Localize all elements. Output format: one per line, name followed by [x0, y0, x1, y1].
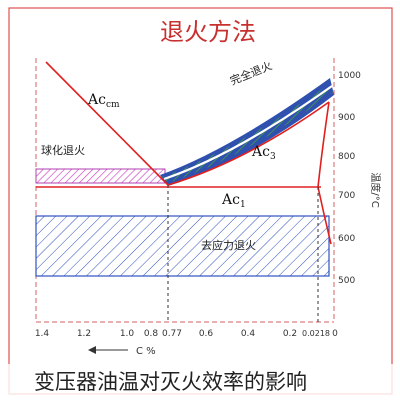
y-tick: 900 [338, 113, 355, 123]
y-axis-ticks: 1000 900 800 700 600 500 [338, 71, 361, 286]
stress-relief-label: 去应力退火 [201, 238, 256, 252]
x-tick: 1.0 [120, 329, 135, 339]
x-axis-ticks: 1.4 1.2 1.0 0.8 0.77 0.6 0.4 0.2 0.0218 … [35, 329, 338, 339]
y-tick: 1000 [338, 71, 361, 81]
ac1-label: Ac1 [221, 192, 246, 210]
x-tick: 0.77 [162, 329, 182, 339]
full-anneal-highlight [163, 85, 333, 181]
spheroidize-label: 球化退火 [41, 143, 85, 157]
ac3-label: Ac3 [251, 144, 276, 162]
ferrite-boundary-curve [317, 101, 332, 245]
y-axis-label: 温度/°C [369, 172, 382, 207]
y-tick: 800 [338, 152, 355, 162]
full-anneal-label: 完全退火 [228, 58, 274, 87]
x-tick: 0.0218 [302, 329, 330, 338]
ac3-curve [167, 101, 330, 186]
x-tick: 0.4 [241, 329, 256, 339]
stress-relief-region [35, 215, 330, 277]
spheroidize-region [35, 168, 166, 184]
image-caption: 变压器油温对灭火效率的影响 [0, 364, 400, 400]
y-tick: 500 [338, 276, 355, 286]
y-tick: 700 [338, 191, 355, 201]
x-tick: 0 [332, 329, 338, 339]
full-anneal-band [160, 78, 334, 186]
x-axis-arrow [88, 346, 128, 354]
x-tick: 1.4 [35, 329, 50, 339]
x-tick: 0.6 [199, 329, 214, 339]
diagram-title: 退火方法 [160, 18, 256, 46]
acm-label: Accm [87, 92, 120, 110]
x-axis-label: C % [136, 346, 156, 357]
x-tick: 1.2 [77, 329, 91, 339]
x-tick: 0.8 [144, 329, 159, 339]
acm-line [45, 61, 169, 186]
x-tick: 0.2 [283, 329, 297, 339]
y-tick: 600 [338, 234, 355, 244]
